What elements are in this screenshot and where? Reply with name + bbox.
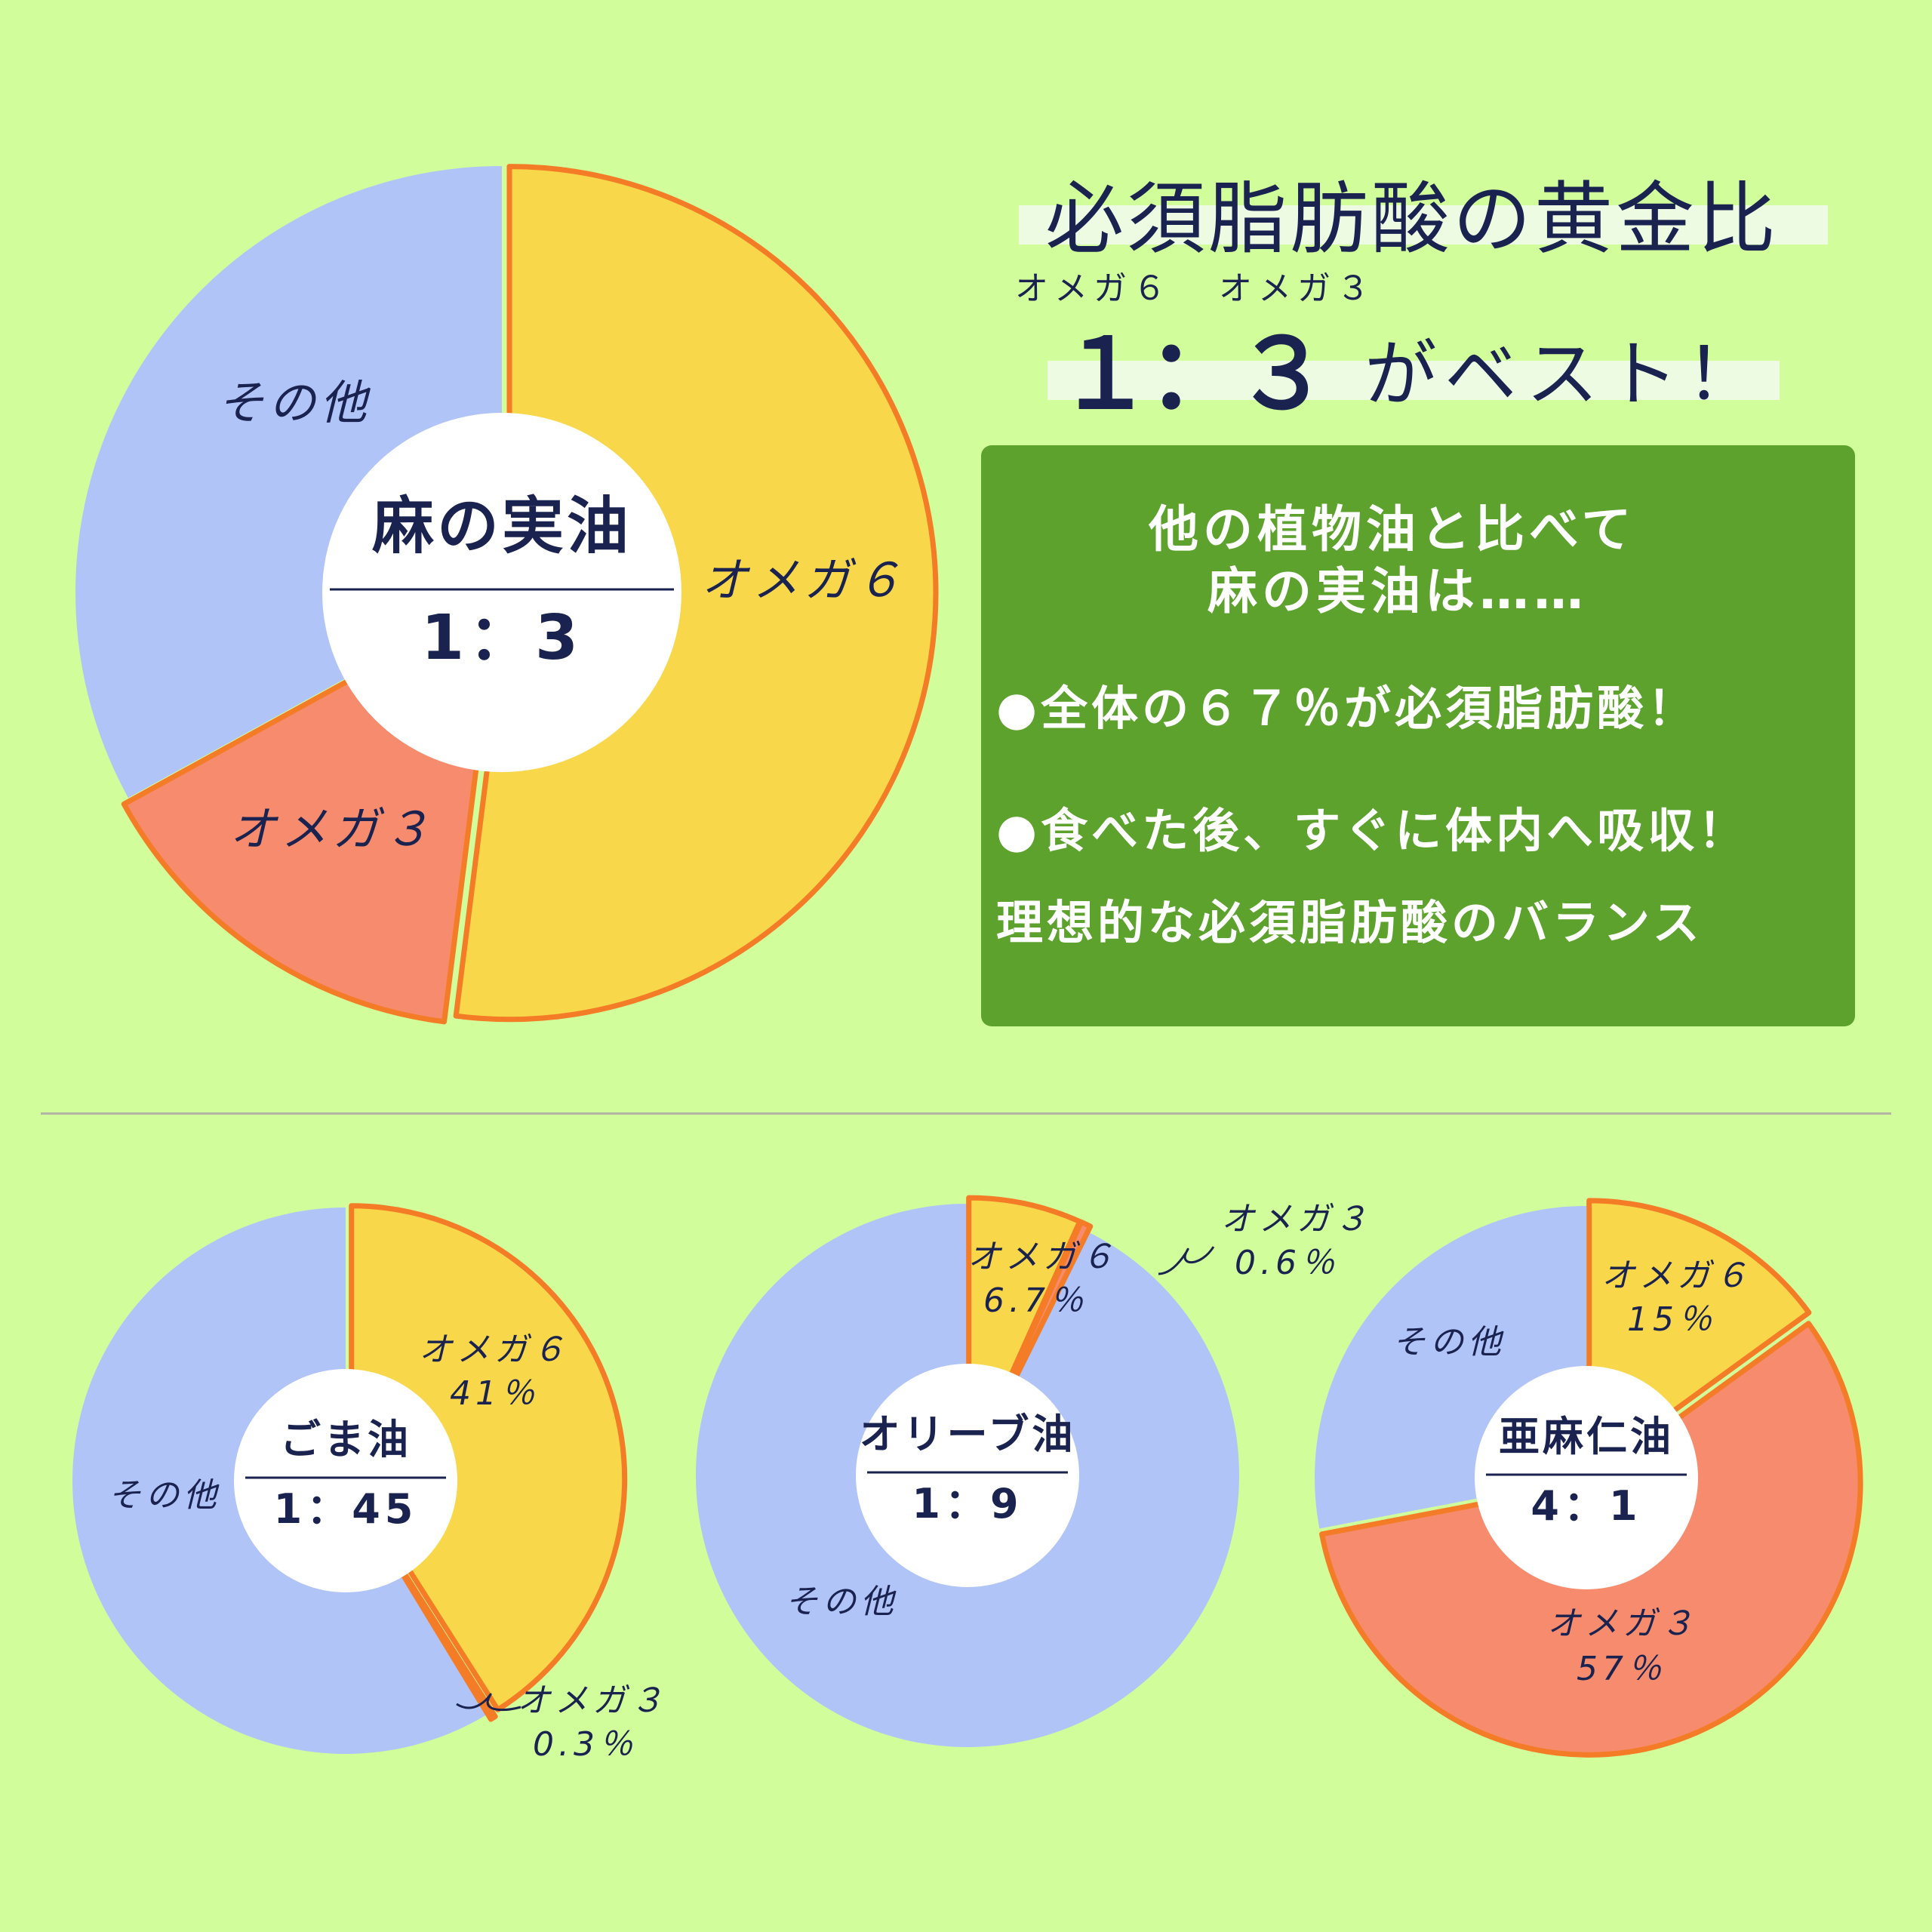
chart-title: 亜麻仁油: [1499, 1413, 1674, 1460]
pie-chart-1: 麻の実油 1：3 オメガ６ オメガ３ その他: [75, 164, 939, 1025]
page-title: 必須脂肪酸の黄金比: [1045, 173, 1780, 265]
golden-ratio-suffix: がベスト！: [1364, 332, 1766, 417]
golden-ratio-colon: ：: [1147, 318, 1244, 431]
info-panel: 他の植物油と比べて 麻の実油は…… ●全体の６７％が必須脂肪酸！ ●食べた後、す…: [981, 445, 1855, 1026]
slice-label-omega3: オメガ３: [517, 1681, 668, 1720]
title-highlight: [1019, 205, 1828, 245]
panel-line-1: 他の植物油と比べて: [1149, 500, 1636, 558]
slice-label-omega6-pct: 15％: [1627, 1300, 1716, 1339]
slice-label-omega3-pct: 57％: [1577, 1650, 1666, 1688]
callout-line: [456, 1693, 521, 1712]
chart-ratio: 4：1: [1531, 1482, 1641, 1530]
chart-ratio: 1：9: [912, 1480, 1023, 1527]
slice-label-omega3: オメガ３: [229, 801, 435, 857]
omega6-annotation: オメガ６: [1015, 269, 1172, 308]
slice-label-omega3: オメガ３: [1221, 1200, 1372, 1238]
slice-label-omega6-pct: 41％: [450, 1374, 539, 1413]
slice-label-omega6: オメガ６: [968, 1238, 1118, 1276]
slice-label-omega3-pct: 0.6％: [1235, 1244, 1339, 1282]
slice-label-omega6: オメガ６: [701, 552, 906, 608]
callout-line: [1158, 1246, 1215, 1275]
slice-label-other: その他: [1392, 1323, 1506, 1361]
center-hole: [322, 413, 681, 772]
chart-title: オリーブ油: [860, 1411, 1076, 1458]
slice-omega6: [349, 1203, 628, 1712]
ratio-highlight: [1048, 361, 1780, 400]
slice-label-omega3-pct: 0.3％: [533, 1725, 637, 1764]
slice-label-omega6: オメガ６: [1601, 1257, 1752, 1295]
slice-label-other: その他: [108, 1476, 221, 1515]
pie-chart-3: オリーブ油 1：9 オメガ６ 6.7％ オメガ３ 0.6％ その他: [696, 1195, 1372, 1747]
center-hole: [234, 1369, 457, 1592]
chart-ratio: 1：3: [421, 602, 583, 674]
panel-bullet-2: ●食べた後、すぐに体内へ吸収！: [996, 803, 1749, 858]
pie-chart-2: ごま油 1：45 オメガ６ 41％ オメガ３ 0.3％ その他: [72, 1203, 668, 1764]
panel-bullet-1: ●全体の６７％が必須脂肪酸！: [996, 681, 1699, 736]
pie-chart-4: 亜麻仁油 4：1 オメガ６ 15％ オメガ３ 57％ その他: [1314, 1198, 1863, 1758]
center-hole: [856, 1364, 1079, 1587]
slice-label-other: その他: [785, 1583, 898, 1621]
slice-label-other: その他: [217, 375, 371, 430]
omega3-annotation: オメガ３: [1219, 269, 1376, 308]
slice-label-omega6: オメガ６: [419, 1331, 570, 1369]
golden-ratio-1: １: [1057, 318, 1154, 431]
golden-ratio-3: ３: [1234, 318, 1331, 431]
chart-title: 麻の実油: [372, 491, 632, 562]
section-divider: [41, 1112, 1891, 1115]
slice-omega6: [453, 164, 939, 1023]
panel-line-5: 理想的な必須脂肪酸のバランス: [996, 895, 1703, 950]
slice-label-omega3: オメガ３: [1547, 1604, 1698, 1643]
chart-ratio: 1：45: [274, 1485, 418, 1533]
panel-line-2: 麻の実油は……: [1208, 562, 1588, 620]
slice-label-omega6-pct: 6.7％: [983, 1281, 1088, 1320]
chart-title: ごま油: [280, 1416, 411, 1463]
center-hole: [1475, 1366, 1698, 1589]
